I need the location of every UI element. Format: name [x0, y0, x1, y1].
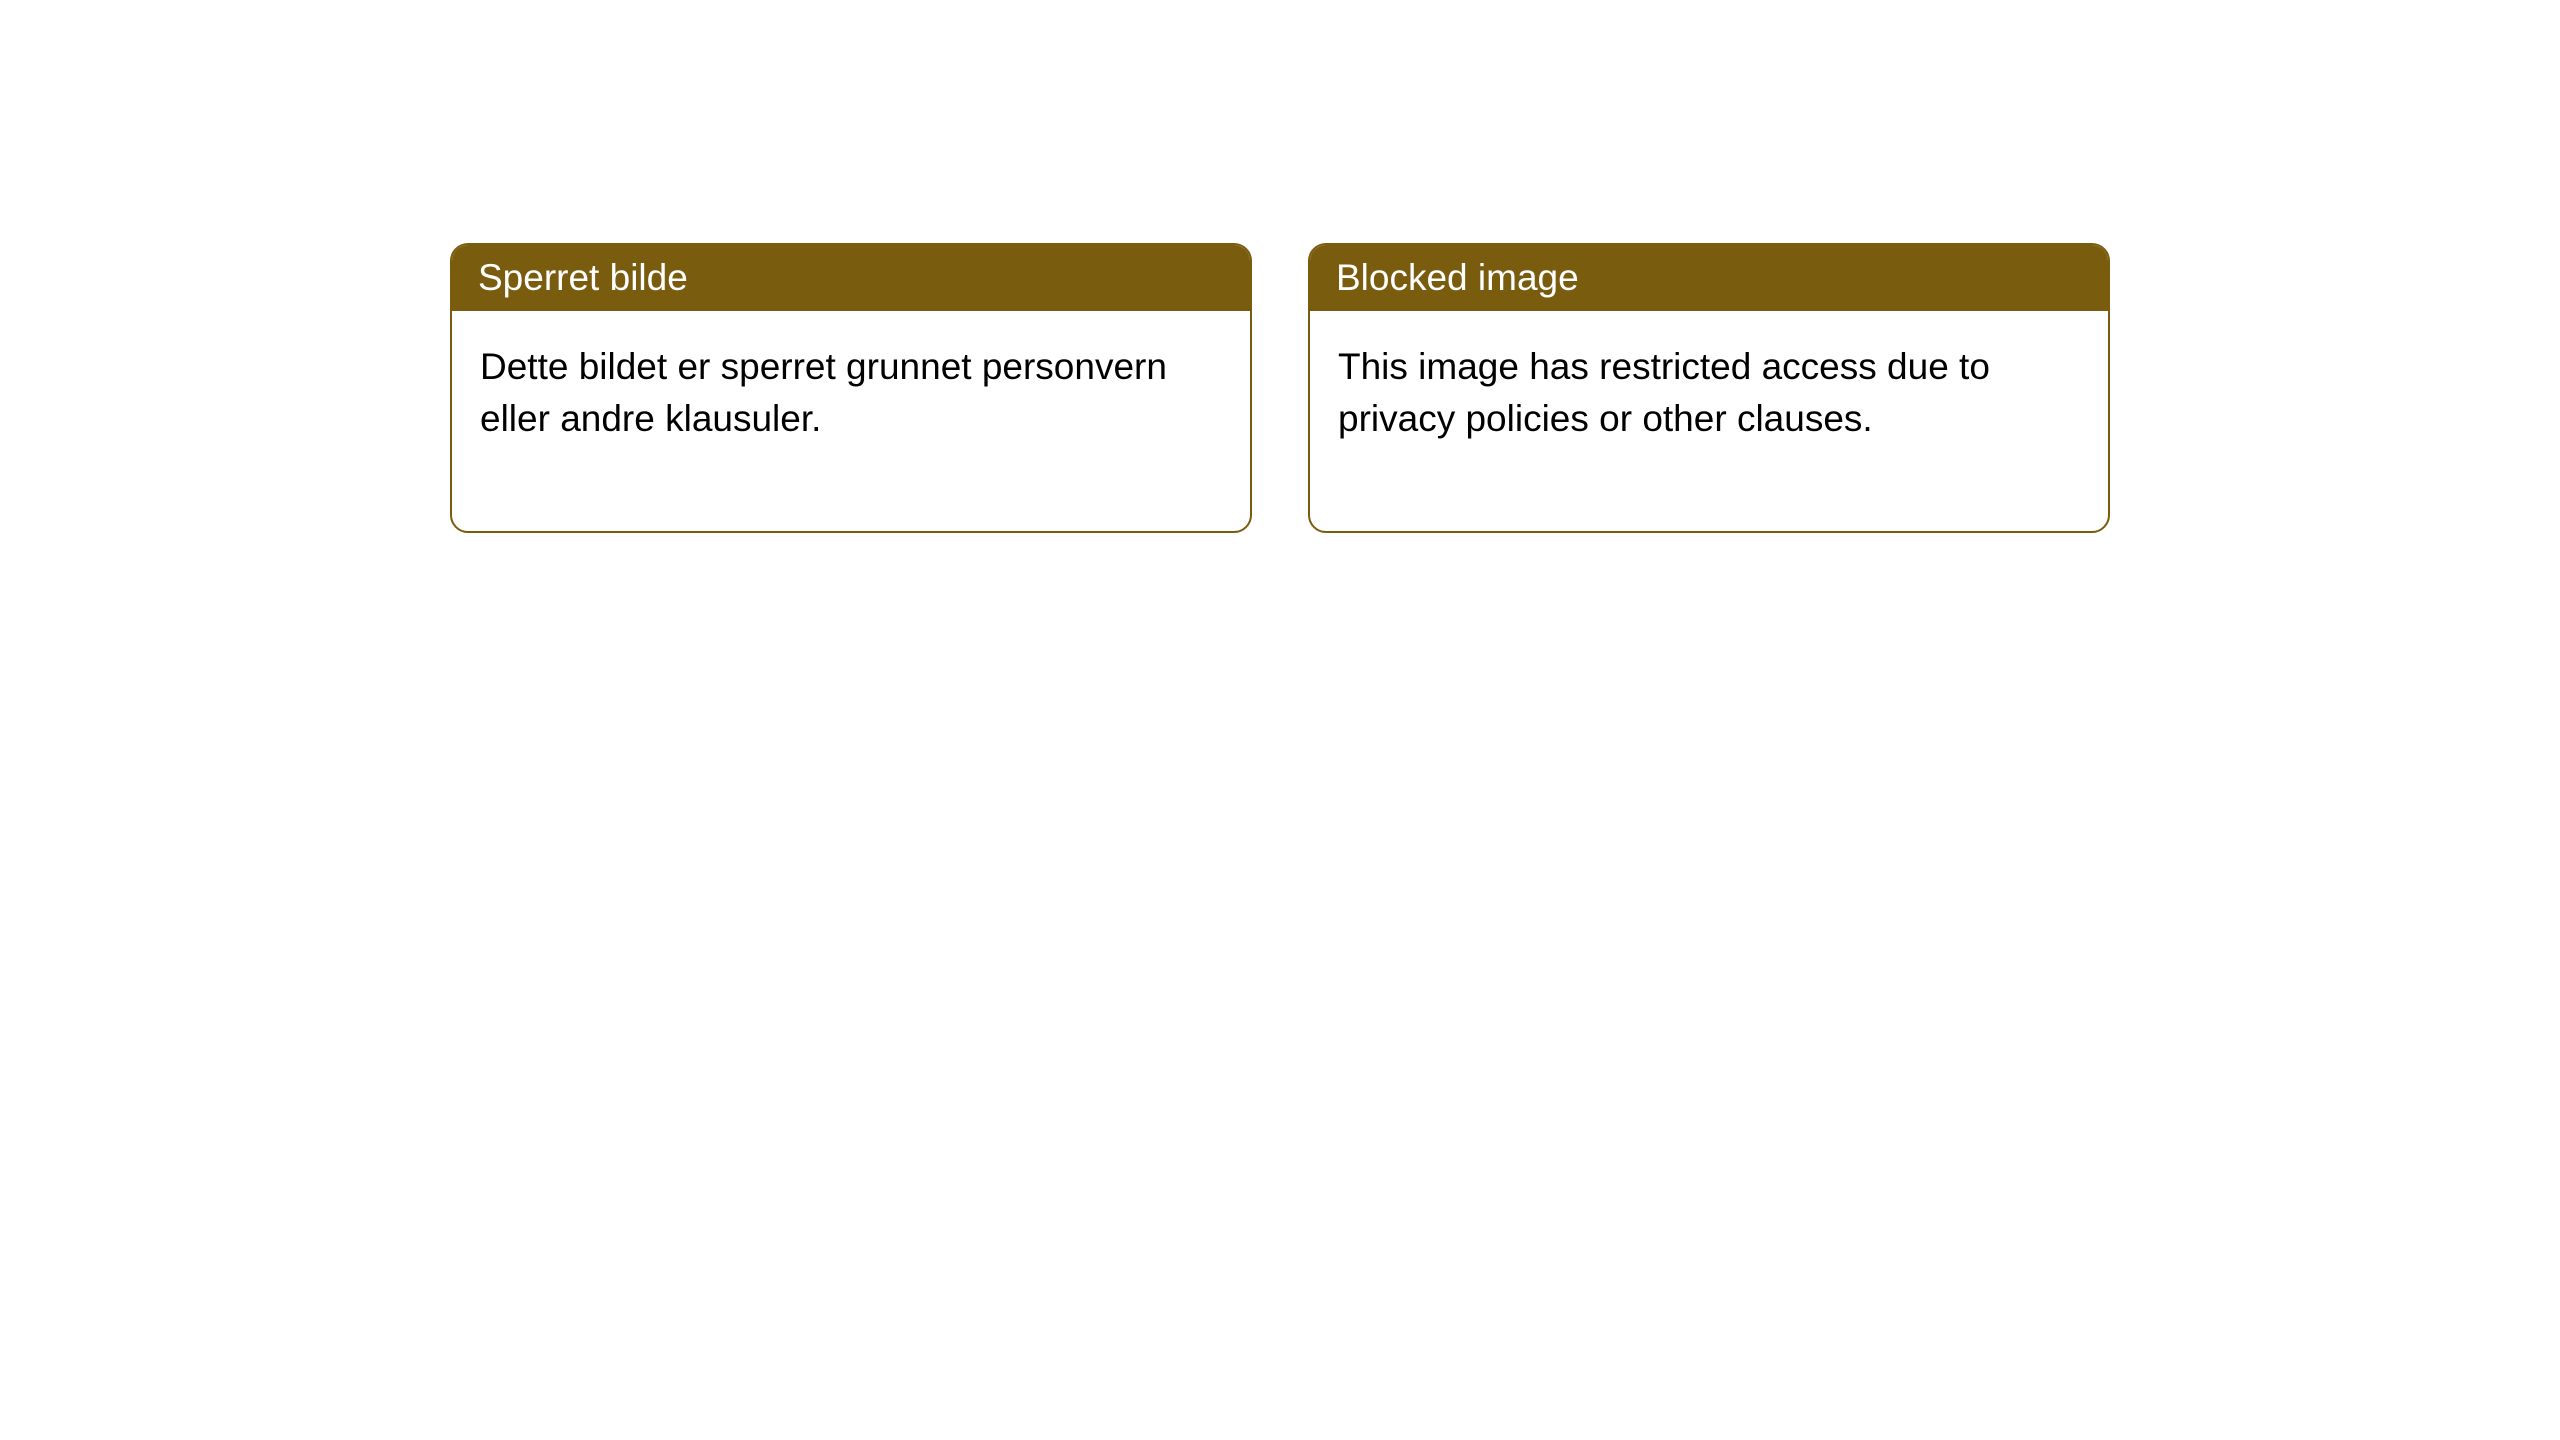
notice-body: This image has restricted access due to … — [1310, 311, 2108, 531]
notice-body: Dette bildet er sperret grunnet personve… — [452, 311, 1250, 531]
notice-card-english: Blocked image This image has restricted … — [1308, 243, 2110, 533]
notice-title: Blocked image — [1310, 245, 2108, 311]
notice-title: Sperret bilde — [452, 245, 1250, 311]
notice-container: Sperret bilde Dette bildet er sperret gr… — [450, 243, 2110, 533]
notice-card-norwegian: Sperret bilde Dette bildet er sperret gr… — [450, 243, 1252, 533]
